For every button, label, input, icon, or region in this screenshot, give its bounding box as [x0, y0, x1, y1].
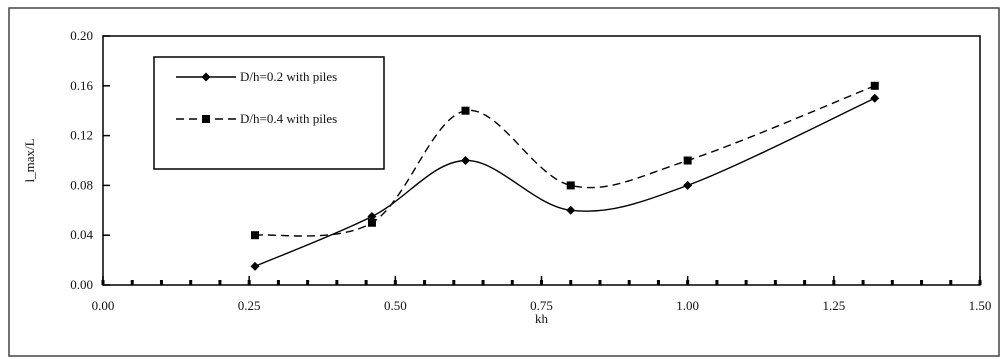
data-point-diamond	[250, 261, 260, 271]
x-minor-tick	[949, 280, 953, 285]
y-tick-label: 0.00	[70, 277, 93, 292]
x-minor-tick	[481, 280, 485, 285]
x-minor-tick	[510, 280, 514, 285]
series-line	[254, 85, 876, 237]
x-minor-tick	[920, 280, 924, 285]
y-tick-label: 0.08	[70, 177, 93, 192]
x-minor-tick	[218, 280, 222, 285]
data-point-diamond	[566, 205, 576, 215]
x-minor-tick	[423, 280, 427, 285]
legend-entry: D/h=0.2 with piles	[176, 69, 337, 84]
x-minor-tick	[715, 280, 719, 285]
x-minor-tick	[276, 280, 280, 285]
legend-label: D/h=0.2 with piles	[240, 69, 337, 84]
data-point-diamond	[460, 156, 470, 165]
legend-label: D/h=0.4 with piles	[240, 111, 337, 126]
series-2	[251, 81, 879, 240]
x-tick-label: 0.25	[238, 298, 261, 313]
x-tick-label: 0.75	[530, 298, 553, 313]
x-tick-label: 1.00	[676, 298, 699, 313]
x-minor-tick	[861, 280, 865, 285]
x-minor-tick	[306, 280, 310, 285]
legend-entry: D/h=0.4 with piles	[176, 111, 337, 126]
legend: D/h=0.2 with piles D/h=0.4 with piles	[153, 56, 385, 170]
y-tick-label: 0.16	[70, 78, 93, 93]
x-tick-label: 0.50	[384, 298, 407, 313]
chart-frame	[8, 7, 1000, 357]
data-point-diamond	[683, 180, 693, 190]
x-minor-tick	[130, 280, 134, 285]
y-tick-label: 0.04	[70, 227, 93, 242]
data-point-square	[367, 218, 376, 227]
data-point-diamond	[201, 72, 211, 82]
data-point-square	[202, 115, 210, 123]
x-minor-tick	[744, 280, 748, 285]
data-point-square	[566, 181, 575, 190]
x-axis-title: kh	[535, 311, 549, 326]
series-layer	[250, 81, 880, 271]
y-axis-ticks: 0.00 0.04 0.08 0.12 0.16 0.20	[70, 28, 110, 292]
x-tick-label: 1.50	[969, 298, 992, 313]
x-minor-tick	[569, 280, 573, 285]
data-point-diamond	[870, 93, 880, 103]
x-minor-tick	[803, 280, 807, 285]
x-minor-tick	[159, 280, 163, 285]
series-1	[250, 93, 880, 271]
x-minor-tick	[890, 280, 894, 285]
y-axis-title-text: l_max/L	[22, 138, 37, 182]
x-minor-tick	[364, 280, 368, 285]
x-minor-tick	[656, 280, 660, 285]
x-minor-tick	[598, 280, 602, 285]
data-point-square	[870, 81, 879, 90]
y-tick-label: 0.20	[70, 28, 93, 43]
x-minor-tick	[773, 280, 777, 285]
y-axis-title: l_max/L	[22, 138, 37, 182]
x-tick-label: 0.00	[92, 298, 115, 313]
legend-box	[153, 56, 385, 170]
x-minor-tick	[627, 280, 631, 285]
series-line	[254, 97, 876, 267]
data-point-square	[461, 106, 470, 115]
data-point-square	[683, 156, 692, 165]
x-tick-label: 1.25	[822, 298, 845, 313]
y-tick-label: 0.12	[70, 128, 93, 143]
x-minor-tick	[335, 280, 339, 285]
x-minor-tick	[189, 280, 193, 285]
x-minor-tick	[452, 280, 456, 285]
x-axis-ticks: 0.00 0.25 0.50 0.75 1.00 1.25 1.50	[92, 276, 992, 313]
data-point-square	[251, 231, 260, 240]
